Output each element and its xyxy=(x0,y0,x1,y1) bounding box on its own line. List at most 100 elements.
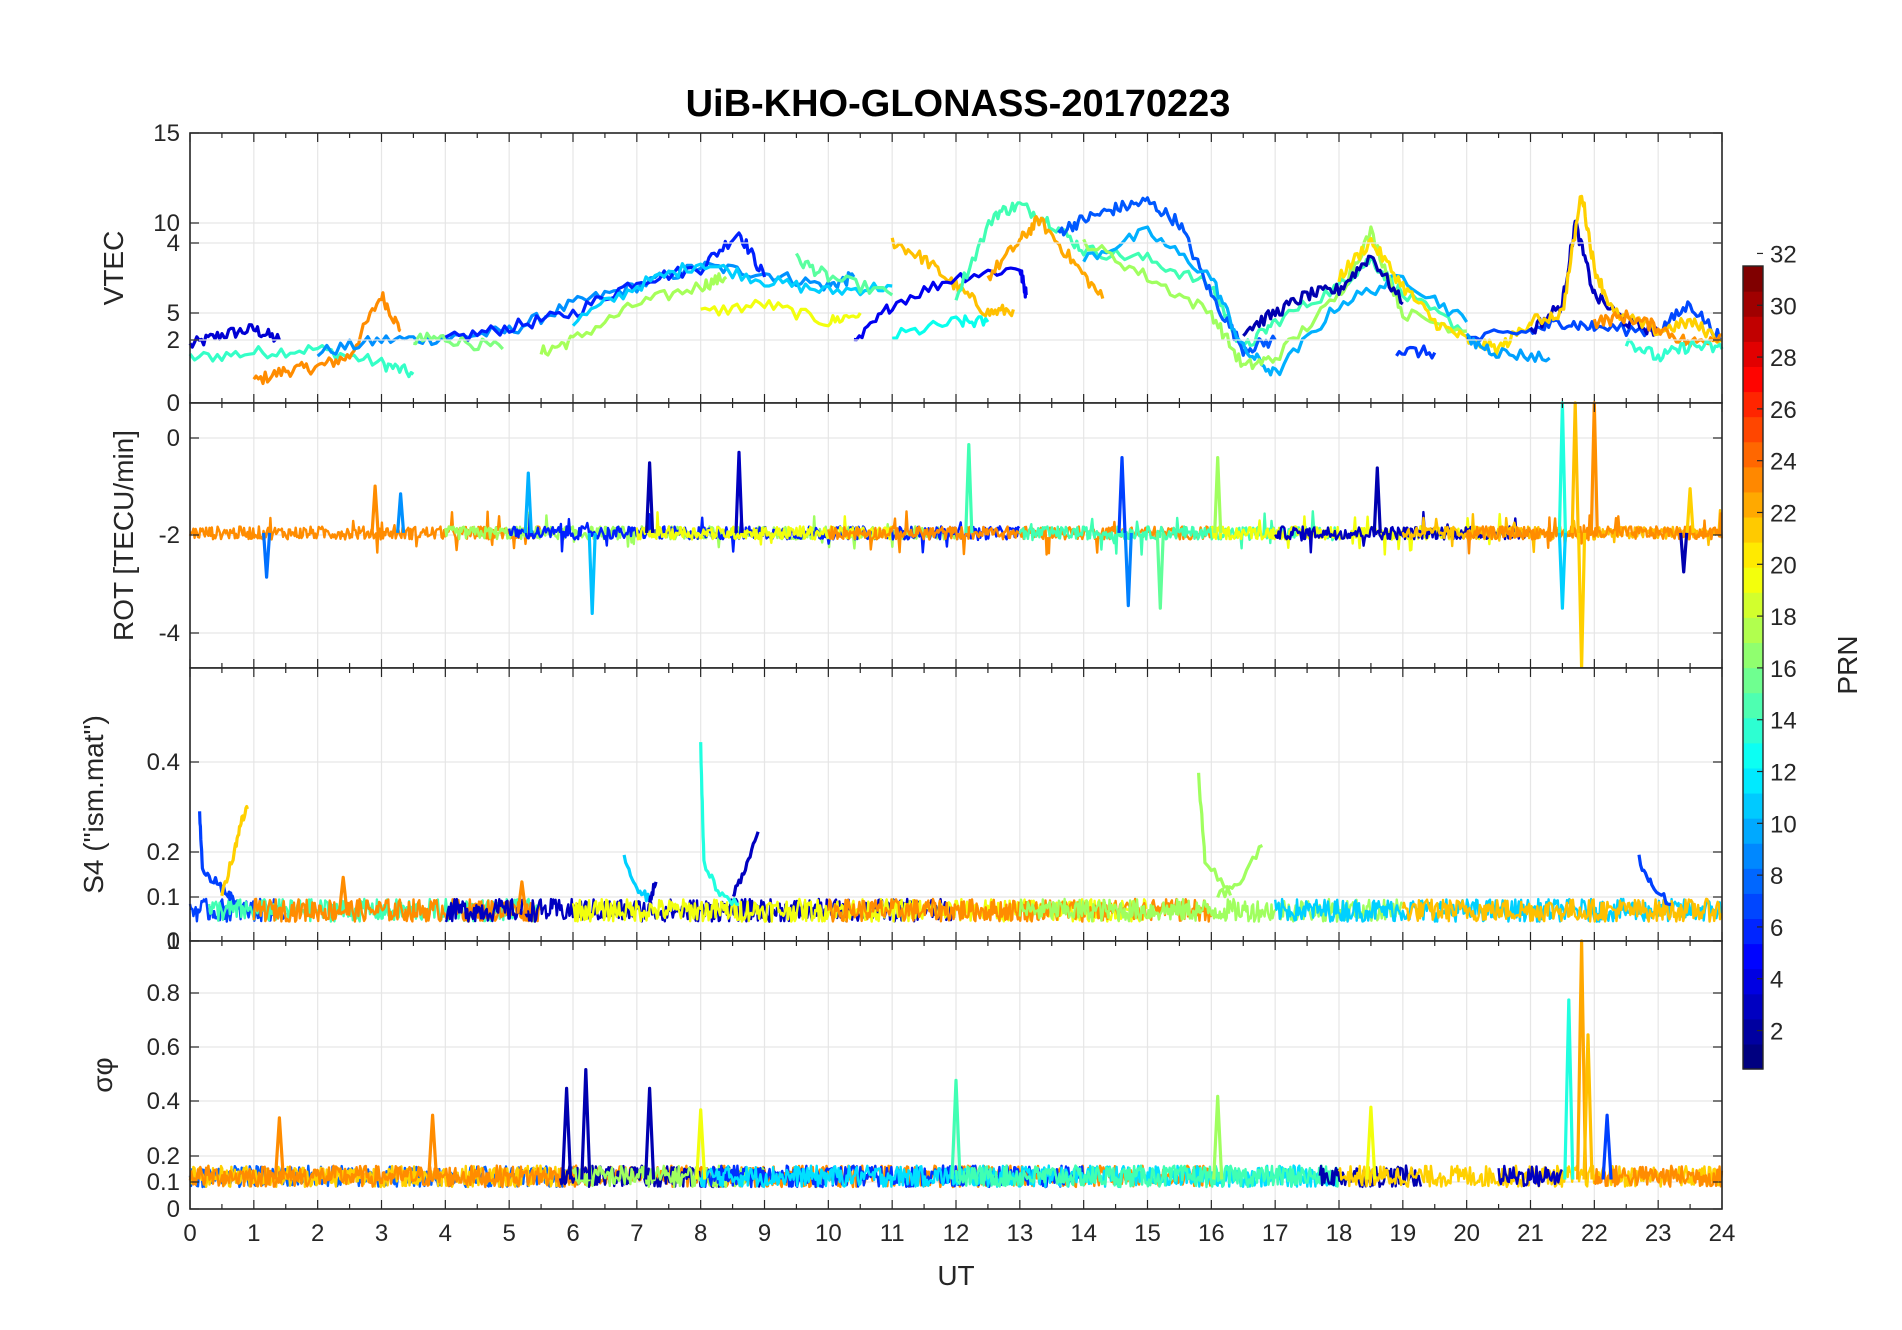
x-tick-label: 2 xyxy=(311,1220,324,1247)
x-tick-label: 18 xyxy=(1326,1220,1353,1247)
y-tick-label: 0.2 xyxy=(147,839,180,866)
colorbar-segment xyxy=(1743,818,1763,844)
x-tick-label: 5 xyxy=(502,1220,515,1247)
spike xyxy=(396,492,406,534)
y-ticks: 0 5 10 15 xyxy=(153,120,1722,417)
colorbar-segment xyxy=(1743,416,1763,443)
event-trace xyxy=(695,1108,707,1180)
series-prn-20 xyxy=(1337,236,1532,356)
event-trace xyxy=(273,1116,285,1180)
y-tick-label: 2 xyxy=(167,327,180,354)
event-trace xyxy=(1365,1105,1377,1180)
series-group xyxy=(188,742,1723,923)
x-tick-label: 15 xyxy=(1134,1220,1161,1247)
colorbar-tick-label: 8 xyxy=(1770,863,1783,890)
y-tick-label: 5 xyxy=(167,300,180,327)
event-trace xyxy=(648,881,658,903)
colorbar-tick-label: 28 xyxy=(1770,345,1797,372)
x-tick-label: 3 xyxy=(375,1220,388,1247)
colorbar-segment xyxy=(1743,341,1763,367)
event-trace xyxy=(622,854,652,903)
y-tick-label: -2 xyxy=(159,522,180,549)
colorbar-label: PRN xyxy=(1832,635,1863,694)
y-axis-label: σφ xyxy=(87,1057,118,1092)
series-prn-13 xyxy=(892,314,990,340)
event-trace xyxy=(561,1086,573,1180)
y-tick-label: 0.4 xyxy=(147,1088,180,1115)
event-trace xyxy=(427,1113,439,1180)
colorbar-segment xyxy=(1743,466,1763,493)
spike xyxy=(734,450,744,533)
colorbar-segment xyxy=(1743,266,1763,292)
noise-band xyxy=(954,1164,1340,1189)
spike xyxy=(370,484,380,534)
spike xyxy=(964,443,974,533)
series-prn-11 xyxy=(1465,332,1551,363)
x-tick-label: 22 xyxy=(1581,1220,1608,1247)
x-tick-label: 14 xyxy=(1070,1220,1097,1247)
noise-band xyxy=(1465,512,1723,555)
x-tick-label: 19 xyxy=(1389,1220,1416,1247)
x-ticks xyxy=(189,941,1723,1209)
colorbar-segment xyxy=(1743,943,1763,970)
colorbar-segment xyxy=(1743,366,1763,393)
chart-title: UiB-KHO-GLONASS-20170223 xyxy=(686,83,1231,125)
series-prn-5 xyxy=(444,231,767,342)
spike xyxy=(523,471,533,533)
noise-band xyxy=(1497,1164,1563,1188)
event-trace xyxy=(198,811,237,905)
spike xyxy=(1679,532,1689,574)
colorbar-segment xyxy=(1743,918,1763,945)
series-prn-21 xyxy=(890,237,1015,318)
noise-band xyxy=(252,897,543,923)
colorbar-segment xyxy=(1743,843,1763,869)
colorbar-tick-label: 24 xyxy=(1770,449,1797,476)
x-ticks xyxy=(189,668,1723,941)
series-prn-14 xyxy=(1624,338,1724,363)
colorbar-segment xyxy=(1743,893,1763,920)
colorbar-segment xyxy=(1743,441,1763,468)
colorbar-segment xyxy=(1743,391,1763,418)
x-tick-label: 11 xyxy=(880,1220,905,1247)
colorbar-segment xyxy=(1743,717,1763,744)
colorbar-segment xyxy=(1743,968,1763,995)
x-tick-label: 1 xyxy=(247,1220,260,1247)
colorbar-tick-label: 10 xyxy=(1770,811,1797,838)
y-axis-label: S4 ("ism.mat") xyxy=(78,715,109,894)
x-tick-label: 6 xyxy=(566,1220,579,1247)
event-trace xyxy=(1197,772,1233,897)
spike xyxy=(1557,532,1567,610)
colorbar-tick-label: 16 xyxy=(1770,656,1797,683)
colorbar-segment xyxy=(1743,993,1763,1020)
series-prn-22 xyxy=(986,215,1105,300)
event-trace xyxy=(644,1086,656,1180)
y-tick-label: 0.8 xyxy=(147,980,180,1007)
x-tick-label: 16 xyxy=(1198,1220,1225,1247)
colorbar-tick-label: 4 xyxy=(1770,967,1783,994)
y-ticks: 00.10.20.40.60.81 xyxy=(147,928,1722,1223)
colorbar-tick-label: 6 xyxy=(1770,915,1783,942)
x-tick-label: 21 xyxy=(1517,1220,1544,1247)
series-prn-11 xyxy=(1082,225,1469,377)
y-ticks: -4 -2 0 2 4 xyxy=(159,230,1722,647)
y-tick-label: 0 xyxy=(167,425,180,452)
x-tick-label: 8 xyxy=(694,1220,707,1247)
colorbar-segment xyxy=(1743,567,1763,593)
colorbar-tick-label: 18 xyxy=(1770,604,1797,631)
x-axis-label: UT xyxy=(937,1260,974,1291)
colorbar-segment xyxy=(1743,792,1763,819)
y-axis-label: ROT [TECU/min] xyxy=(108,430,139,641)
series-prn-3 xyxy=(188,323,281,349)
event-trace xyxy=(699,742,740,907)
series-prn-4 xyxy=(853,266,1028,342)
spike xyxy=(1123,532,1133,608)
x-tick-label: 20 xyxy=(1453,1220,1480,1247)
event-trace xyxy=(1637,854,1672,907)
colorbar-segment xyxy=(1743,692,1763,719)
colorbar-segment xyxy=(1743,642,1763,669)
y-tick-label: 10 xyxy=(153,210,180,237)
spike xyxy=(587,532,597,615)
colorbar-tick-label: 26 xyxy=(1770,397,1797,424)
